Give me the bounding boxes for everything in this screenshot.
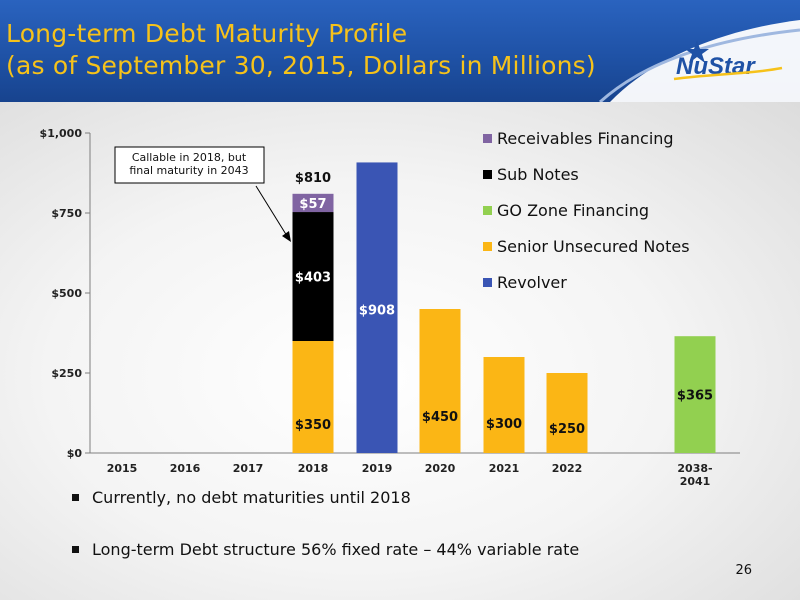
- legend-swatch: [483, 242, 492, 251]
- y-tick-label: $1,000: [40, 127, 83, 140]
- bar-go-zone-financing: [674, 336, 716, 453]
- legend-swatch: [483, 134, 492, 143]
- slide-title-line-2: (as of September 30, 2015, Dollars in Mi…: [6, 51, 596, 80]
- x-tick-label: 2020: [425, 462, 456, 475]
- debt-maturity-chart: $0 $250 $500 $750 $1,000 2015 2016 2017 2018 2019…: [40, 127, 740, 488]
- legend-label: Senior Unsecured Notes: [497, 237, 690, 256]
- bar-data-label: $57: [299, 197, 326, 212]
- y-tick-label: $500: [51, 287, 82, 300]
- bullet-text: Long-term Debt structure 56% fixed rate …: [92, 540, 580, 559]
- bullet-text: Currently, no debt maturities until 2018: [92, 488, 411, 507]
- x-tick-label: 2015: [107, 462, 138, 475]
- chart-background: [0, 102, 800, 600]
- annotation-arrow-line: [255, 185, 288, 237]
- bar-revolver: [356, 162, 398, 453]
- bar-senior-unsecured-notes: [546, 373, 588, 453]
- bullet-square-icon: [72, 546, 79, 553]
- slide-title: Long-term Debt Maturity Profile (as of S…: [6, 18, 596, 82]
- bullet-list: Currently, no debt maturities until 2018…: [72, 486, 772, 562]
- page-number: 26: [735, 563, 752, 578]
- bar-data-label: $908: [359, 304, 395, 319]
- legend-swatch: [483, 206, 492, 215]
- total-data-label: $810: [295, 171, 331, 186]
- legend-swatch: [483, 170, 492, 179]
- bullet-item: Long-term Debt structure 56% fixed rate …: [72, 538, 772, 562]
- bullet-square-icon: [72, 494, 79, 501]
- slide-title-line-1: Long-term Debt Maturity Profile: [6, 19, 408, 48]
- x-tick-label: 2019: [362, 462, 393, 475]
- annotation-text: Callable in 2018, but: [132, 151, 247, 164]
- legend-swatch: [483, 278, 492, 287]
- bar-data-label: $350: [295, 418, 331, 433]
- nustar-logo: NuStar: [673, 40, 783, 81]
- y-tick-label: $250: [51, 367, 82, 380]
- header-swoosh-decoration: [598, 20, 800, 102]
- annotation-arrow-head: [282, 231, 291, 242]
- slide-header: Long-term Debt Maturity Profile (as of S…: [0, 0, 800, 102]
- legend-label: Receivables Financing: [497, 129, 674, 148]
- bar-data-label: $403: [295, 271, 331, 286]
- bar-data-label: $365: [677, 389, 713, 404]
- bar-data-label: $450: [422, 410, 458, 425]
- bar-data-label: $300: [486, 417, 522, 432]
- legend-label: GO Zone Financing: [497, 201, 649, 220]
- bar-senior-unsecured-notes: [292, 341, 334, 453]
- x-tick-label: 2017: [233, 462, 264, 475]
- bar-sub-notes: [292, 212, 334, 341]
- x-tick-label: 2038-: [677, 462, 712, 475]
- legend-label: Revolver: [497, 273, 567, 292]
- x-tick-label: 2041: [680, 475, 711, 488]
- x-tick-label: 2022: [552, 462, 583, 475]
- y-tick-label: $0: [67, 447, 83, 460]
- bar-senior-unsecured-notes: [419, 309, 461, 453]
- annotation-text: final maturity in 2043: [129, 164, 248, 177]
- bar-data-label: $250: [549, 422, 585, 437]
- bullet-item: Currently, no debt maturities until 2018: [72, 486, 772, 510]
- bar-receivables-financing: [292, 193, 334, 213]
- logo-star-icon: [685, 40, 709, 63]
- bar-senior-unsecured-notes: [483, 357, 525, 453]
- x-tick-label: 2018: [298, 462, 329, 475]
- legend-label: Sub Notes: [497, 165, 579, 184]
- annotation-box: [114, 146, 265, 184]
- y-tick-label: $750: [51, 207, 82, 220]
- x-tick-label: 2016: [170, 462, 201, 475]
- x-tick-label: 2021: [489, 462, 520, 475]
